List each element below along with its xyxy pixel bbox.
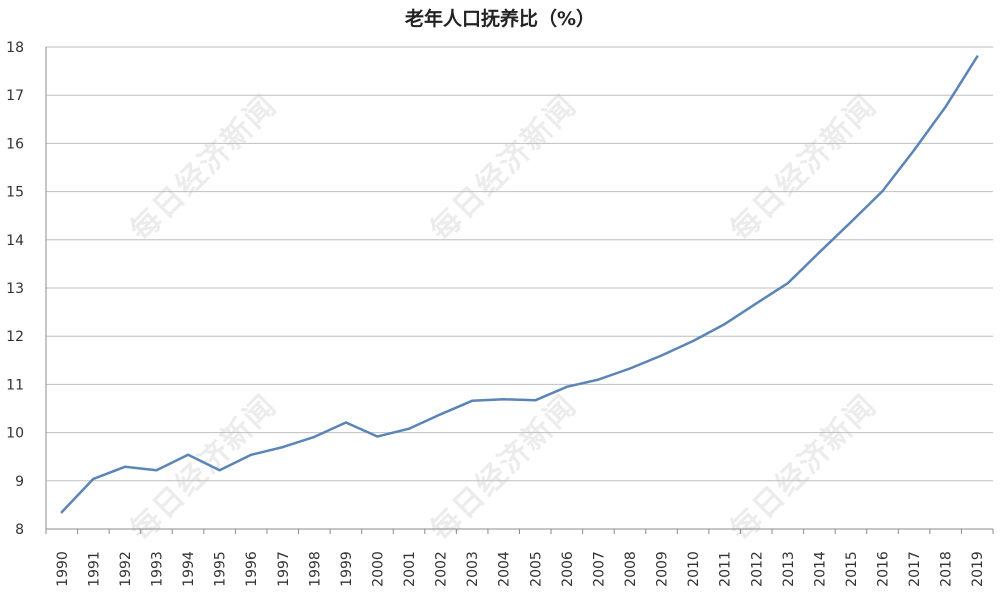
data-point (344, 421, 348, 424)
y-tick-label: 17 (6, 88, 24, 104)
x-tick-label: 2010 (686, 551, 702, 587)
x-tick-label: 2018 (939, 551, 955, 587)
series-layer (60, 55, 979, 514)
x-tick-label: 2015 (844, 551, 860, 587)
axes (45, 47, 994, 534)
data-point (912, 148, 916, 152)
series-line (60, 55, 979, 514)
data-point (407, 427, 411, 430)
x-tick-label: 2007 (591, 551, 607, 587)
data-point (660, 354, 663, 357)
data-point (628, 367, 632, 370)
x-tick-label: 2016 (876, 551, 892, 587)
y-tick-label: 12 (6, 329, 24, 345)
x-tick-label: 2014 (812, 551, 828, 587)
data-point (376, 435, 379, 438)
data-point (755, 302, 758, 305)
data-point (849, 220, 853, 224)
x-tick-label: 1995 (213, 551, 229, 587)
data-point (470, 399, 474, 402)
x-tick-label: 1991 (86, 551, 102, 587)
data-point (691, 339, 695, 343)
data-point (976, 55, 979, 58)
y-tick-label: 16 (6, 136, 24, 152)
x-tick-label: 2000 (370, 551, 386, 587)
x-tick-labels: 1990 1991 1992 1993 1994 1995 1996 1997 1998 1999… (55, 551, 986, 587)
data-point (313, 435, 316, 439)
x-tick-label: 1994 (181, 551, 197, 587)
data-point (881, 189, 884, 193)
x-tick-label: 1993 (149, 551, 165, 587)
data-point (944, 105, 947, 108)
x-tick-label: 2001 (402, 551, 418, 587)
y-tick-label: 10 (6, 426, 24, 442)
data-point (565, 385, 569, 389)
data-point (218, 468, 221, 472)
x-tick-label: 1996 (244, 551, 260, 587)
y-tick-label: 9 (15, 474, 24, 490)
data-point (534, 399, 537, 402)
data-point (249, 453, 253, 456)
x-tick-label: 1998 (307, 551, 323, 587)
x-tick-label: 2003 (465, 551, 481, 587)
y-tick-label: 18 (6, 40, 24, 56)
x-tick-label: 1999 (339, 551, 355, 587)
y-tick-label: 11 (6, 377, 24, 393)
data-point (92, 477, 95, 481)
x-tick-label: 2005 (528, 551, 544, 587)
x-tick-label: 2008 (623, 551, 639, 587)
gridlines (46, 46, 993, 482)
data-point (786, 281, 790, 285)
x-tick-label: 2019 (970, 551, 986, 587)
data-point (597, 378, 600, 381)
y-tick-label: 14 (6, 233, 24, 249)
x-tick-label: 2009 (655, 551, 671, 587)
data-point (155, 468, 158, 472)
data-point (60, 510, 63, 514)
data-point (186, 453, 190, 456)
data-point (502, 398, 505, 401)
x-tick-label: 2006 (560, 551, 576, 587)
x-tick-label: 1992 (118, 551, 134, 587)
x-tick-label: 2017 (907, 551, 923, 587)
data-point (123, 465, 127, 469)
x-tick-label: 2002 (434, 551, 450, 587)
x-tick-label: 2004 (497, 551, 513, 587)
y-tick-labels: 8 9 10 11 12 13 14 15 16 17 18 (6, 40, 24, 538)
data-point (281, 445, 284, 449)
x-tick-label: 1997 (276, 551, 292, 587)
data-point (723, 322, 726, 326)
chart-title: 老年人口抚养比（%） (404, 8, 596, 30)
x-tick-label: 2013 (781, 551, 797, 587)
y-tick-label: 8 (15, 522, 24, 538)
x-tick-label: 2011 (718, 551, 734, 587)
y-tick-label: 15 (6, 185, 24, 201)
x-tick-label: 1990 (55, 551, 71, 587)
y-tick-label: 13 (6, 281, 24, 297)
x-tick-label: 2012 (749, 551, 765, 587)
data-point (439, 413, 442, 416)
data-point (818, 251, 821, 254)
